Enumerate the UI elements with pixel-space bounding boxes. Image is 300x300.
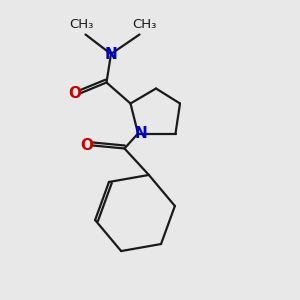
Text: O: O [80, 138, 93, 153]
Text: N: N [135, 126, 147, 141]
Text: N: N [105, 46, 117, 62]
Text: CH₃: CH₃ [69, 19, 93, 32]
Text: O: O [68, 85, 81, 100]
Text: CH₃: CH₃ [132, 19, 156, 32]
